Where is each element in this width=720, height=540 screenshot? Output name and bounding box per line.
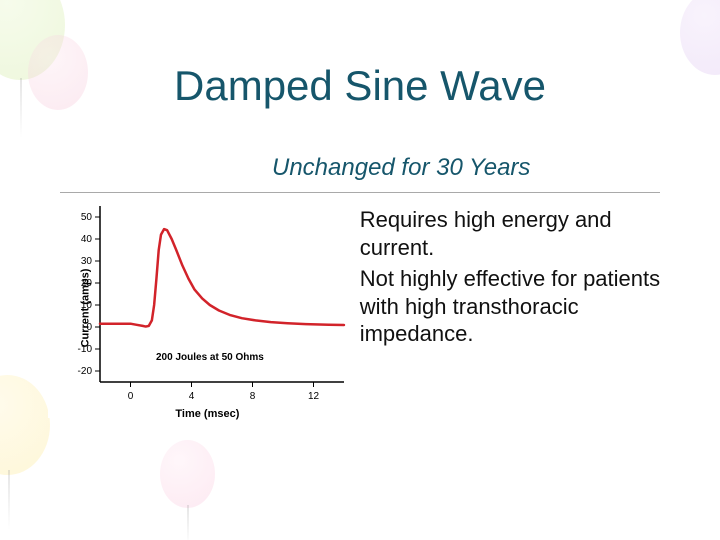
divider [60, 192, 660, 193]
chart-svg: -20-100102030405004812 [48, 198, 354, 418]
svg-text:30: 30 [81, 256, 93, 267]
slide-title: Damped Sine Wave [0, 62, 720, 110]
slide-subtitle: Unchanged for 30 Years [272, 154, 530, 182]
svg-text:4: 4 [189, 391, 195, 402]
balloon-string [187, 505, 189, 540]
damped-sine-chart: -20-100102030405004812 Current (amps) Ti… [48, 198, 354, 418]
balloon-decoration [0, 375, 50, 475]
svg-text:-20: -20 [78, 366, 93, 377]
svg-text:0: 0 [128, 391, 134, 402]
x-axis-label: Time (msec) [175, 408, 239, 420]
svg-text:50: 50 [81, 212, 93, 223]
list-item: • Not highly effective for patients with… [342, 265, 680, 348]
list-item-text: Not highly effective for patients with h… [360, 265, 680, 348]
list-item: • Requires high energy and current. [342, 206, 680, 261]
slide: Damped Sine Wave Unchanged for 30 Years … [0, 0, 720, 540]
chart-caption: 200 Joules at 50 Ohms [156, 352, 264, 363]
list-item-text: Requires high energy and current. [360, 206, 680, 261]
balloon-decoration [160, 440, 215, 508]
svg-text:8: 8 [250, 391, 256, 402]
y-axis-label: Current (amps) [79, 269, 91, 348]
balloon-string [8, 470, 10, 530]
svg-text:12: 12 [308, 391, 320, 402]
bullet-list: • Requires high energy and current. • No… [342, 206, 680, 352]
svg-text:40: 40 [81, 234, 93, 245]
